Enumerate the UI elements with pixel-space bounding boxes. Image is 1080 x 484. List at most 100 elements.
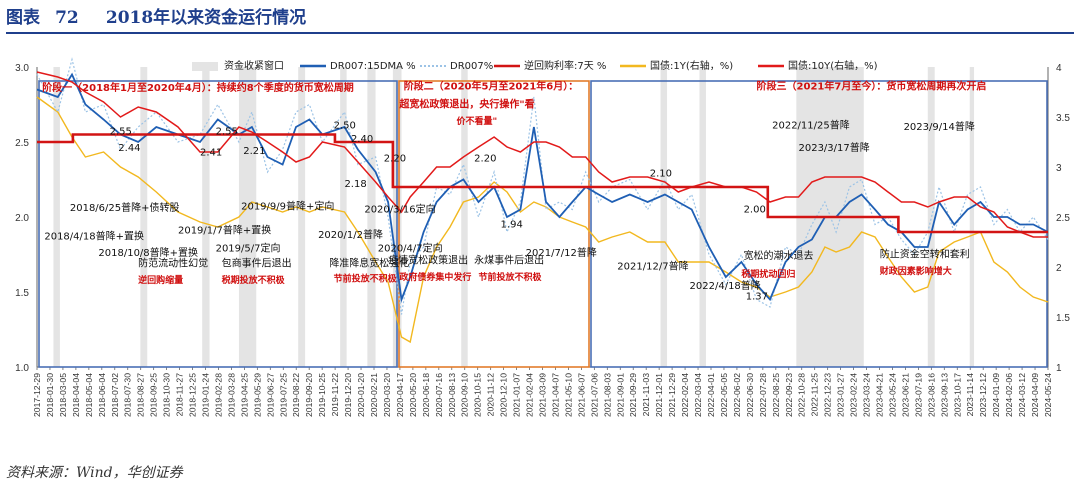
annotation-label: 防范流动性幻觉 bbox=[138, 257, 208, 270]
tightening-window-band bbox=[298, 67, 306, 367]
x-tick-label: 2023-09-13 bbox=[939, 373, 949, 417]
x-tick-label: 2022-05-05 bbox=[719, 373, 729, 417]
source-note: 资料来源：Wind，华创证券 bbox=[6, 465, 183, 481]
stage-two-frame bbox=[398, 80, 590, 368]
x-tick-label: 2021-01-07 bbox=[512, 373, 522, 417]
legend-entry-label: 逆回购利率:7天 % bbox=[524, 59, 606, 72]
x-tick-label: 2022-07-28 bbox=[758, 373, 768, 417]
y-left-tick-label: 3.0 bbox=[15, 63, 29, 74]
x-tick-label: 2018-12-25 bbox=[188, 373, 198, 417]
annotation-red-label: 税期扰动回归 bbox=[741, 268, 795, 280]
x-tick-label: 2023-12-12 bbox=[978, 373, 988, 417]
annotation-label: 2022/11/25普降 bbox=[772, 119, 850, 132]
x-tick-label: 2018-01-30 bbox=[45, 373, 55, 417]
stage-three-frame bbox=[590, 80, 1048, 368]
legend-swatch-window bbox=[192, 62, 218, 71]
legend-entry-label: DR007% bbox=[450, 61, 493, 72]
x-tick-label: 2020-07-16 bbox=[434, 373, 444, 417]
annotation-label: 2.18 bbox=[344, 179, 366, 190]
y-left-tick-label: 2.5 bbox=[15, 138, 29, 149]
x-tick-label: 2017-12-29 bbox=[32, 373, 42, 417]
x-tick-label: 2018-03-05 bbox=[58, 373, 68, 417]
y-right-tick-label: 2.5 bbox=[1056, 213, 1070, 224]
annotation-label: 2018/4/18普降+置换 bbox=[44, 230, 144, 243]
x-tick-label: 2024-03-12 bbox=[1017, 373, 1027, 417]
figure-title: 图表 72 2018年以来资金运行情况 bbox=[6, 4, 1074, 34]
annotation-label: 宽松的潮水退去 bbox=[744, 249, 814, 262]
y-left-tick-label: 2.0 bbox=[15, 213, 29, 224]
x-tick-label: 2020-05-20 bbox=[408, 373, 418, 417]
x-tick-label: 2019-09-20 bbox=[304, 373, 314, 417]
y-left-tick-label: 1.5 bbox=[15, 288, 29, 299]
x-tick-label: 2019-03-28 bbox=[226, 373, 236, 417]
annotation-red-label: 价不看量" bbox=[456, 115, 497, 127]
figure-title-text: 2018年以来资金运行情况 bbox=[105, 8, 307, 28]
annotation-red-label: 政府债券集中发行 bbox=[399, 271, 471, 283]
annotation-red-label: 阶段三（2021年7月至今）：货币宽松周期再次开启 bbox=[757, 80, 987, 93]
x-tick-label: 2019-08-22 bbox=[291, 373, 301, 417]
annotation-label: 疫情宽松政策退出 bbox=[388, 254, 468, 267]
x-tick-label: 2021-06-07 bbox=[576, 373, 586, 417]
x-tick-label: 2020-09-10 bbox=[460, 373, 470, 417]
x-tick-label: 2019-01-24 bbox=[201, 373, 211, 417]
x-tick-label: 2019-04-25 bbox=[239, 373, 249, 417]
x-tick-label: 2022-06-02 bbox=[732, 373, 742, 417]
annotation-red-label: 阶段二（2020年5月至2021年6月）： bbox=[404, 80, 579, 93]
x-tick-label: 2021-09-29 bbox=[628, 373, 638, 417]
figure-number: 72 bbox=[55, 8, 79, 28]
annotation-label: 2018/6/25普降+债转股 bbox=[70, 201, 180, 214]
x-tick-label: 2018-09-25 bbox=[149, 373, 159, 417]
tightening-window-band bbox=[367, 67, 376, 367]
annotation-label: 包商事件后退出 bbox=[222, 257, 292, 270]
annotation-label: 2.41 bbox=[200, 148, 222, 159]
annotation-label: 2.21 bbox=[243, 146, 265, 157]
annotation-red-label: 阶段一（2018年1月至2020年4月）：持续约8个季度的货币宽松周期 bbox=[42, 81, 354, 94]
annotation-label: 2023/3/17普降 bbox=[798, 141, 869, 154]
annotation-red-label: 税期投放不积极 bbox=[222, 274, 286, 286]
annotation-label: 2019/9/9普降+定向 bbox=[241, 200, 334, 213]
annotation-label: 2019/1/7普降+置换 bbox=[178, 224, 271, 237]
tightening-window-band bbox=[340, 67, 347, 367]
annotation-label: 2020/3/16定向 bbox=[364, 203, 435, 216]
x-tick-label: 2023-03-24 bbox=[862, 373, 872, 417]
x-tick-label: 2021-02-04 bbox=[525, 373, 535, 417]
x-tick-label: 2023-01-27 bbox=[836, 373, 846, 417]
y-right-tick-label: 2 bbox=[1056, 263, 1062, 274]
annotation-label: 2020/1/2普降 bbox=[318, 228, 383, 241]
tightening-window-band bbox=[699, 67, 706, 367]
x-tick-label: 2021-08-03 bbox=[602, 373, 612, 417]
x-tick-label: 2024-02-06 bbox=[1004, 373, 1014, 417]
x-tick-label: 2021-05-10 bbox=[563, 373, 573, 417]
annotation-label: 2.50 bbox=[334, 121, 356, 132]
annotation-red-label: 超宽松政策退出，央行操作"看 bbox=[398, 98, 534, 111]
x-tick-label: 2024-04-09 bbox=[1030, 373, 1040, 417]
x-tick-label: 2019-07-25 bbox=[278, 373, 288, 417]
x-tick-label: 2019-11-22 bbox=[330, 373, 340, 417]
legend-entry-label: 国债:1Y(右轴，%) bbox=[650, 59, 733, 72]
x-tick-label: 2020-08-13 bbox=[447, 373, 457, 417]
x-tick-label: 2018-07-30 bbox=[123, 373, 133, 417]
x-tick-label: 2024-05-24 bbox=[1043, 373, 1053, 417]
annotation-label: 1.37 bbox=[746, 292, 768, 303]
x-tick-label: 2020-06-18 bbox=[421, 373, 431, 417]
annotation-red-label: 财政因素影响增大 bbox=[879, 265, 952, 277]
x-tick-label: 2022-11-25 bbox=[810, 373, 820, 417]
x-tick-label: 2020-11-12 bbox=[486, 373, 496, 417]
tightening-window-band bbox=[238, 67, 257, 367]
y-right-tick-label: 1.5 bbox=[1056, 313, 1070, 324]
x-tick-label: 2019-02-28 bbox=[213, 373, 223, 417]
x-tick-label: 2022-02-04 bbox=[680, 373, 690, 417]
x-tick-label: 2023-02-24 bbox=[849, 373, 859, 417]
y-right-tick-label: 4 bbox=[1056, 63, 1062, 74]
legend-entry-label: 资金收紧窗口 bbox=[224, 59, 284, 72]
x-tick-label: 2018-04-04 bbox=[71, 373, 81, 417]
x-tick-label: 2018-10-30 bbox=[162, 373, 172, 417]
tightening-window-band bbox=[53, 67, 60, 367]
x-tick-label: 2023-07-19 bbox=[913, 373, 923, 417]
tightening-window-band bbox=[927, 67, 935, 367]
x-tick-label: 2022-10-28 bbox=[797, 373, 807, 417]
x-tick-label: 2021-03-09 bbox=[538, 373, 548, 417]
x-tick-label: 2023-08-16 bbox=[926, 373, 936, 417]
x-tick-label: 2021-07-06 bbox=[589, 373, 599, 417]
